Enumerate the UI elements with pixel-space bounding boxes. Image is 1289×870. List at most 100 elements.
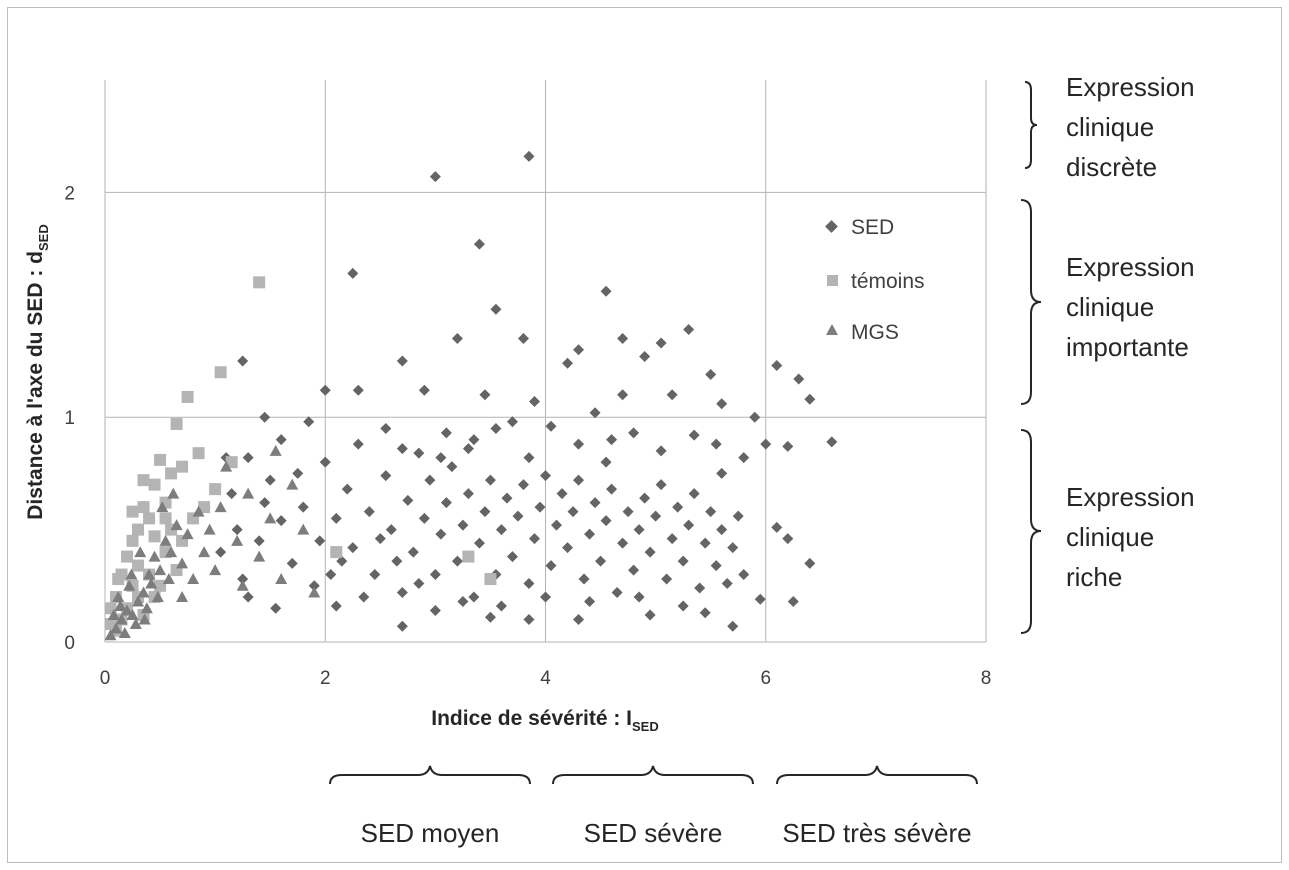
point-temoins [148,530,161,543]
point-sed [595,555,607,567]
point-sed [573,438,585,450]
annotation-importante-line-1: Expression [1066,252,1195,282]
point-sed [396,620,408,632]
point-sed [473,238,485,250]
point-sed [710,560,722,572]
point-mgs [203,523,216,535]
annotation-sed-severe: SED sévère [584,818,723,848]
point-mgs [242,487,255,499]
point-sed [705,506,717,518]
point-mgs [118,627,131,639]
legend-marker-mgs [826,324,838,335]
point-sed [237,573,249,585]
point-sed [424,474,436,486]
point-sed [429,569,441,581]
point-mgs [165,546,178,558]
point-mgs [198,546,211,558]
point-sed [694,582,706,594]
point-sed [490,422,502,434]
point-mgs [192,505,205,517]
point-sed [721,578,733,590]
brace-discrete [1024,81,1038,169]
point-mgs [275,573,288,585]
point-sed [683,519,695,531]
point-sed [727,542,739,554]
point-sed [573,614,585,626]
point-sed [462,488,474,500]
point-sed [435,452,447,464]
point-sed [226,488,238,500]
point-sed [655,479,667,491]
point-mgs [143,568,156,580]
point-sed [391,555,403,567]
annotation-importante-line-3: importante [1066,332,1189,362]
y-axis-title-main: Distance à l'axe du SED : d [24,251,47,520]
legend-marker-sed [825,220,838,233]
point-sed [413,578,425,590]
point-mgs [115,613,128,625]
point-sed [363,506,375,518]
point-sed [292,467,304,479]
point-sed [644,546,656,558]
point-temoins [253,276,266,289]
point-sed [275,515,287,527]
point-temoins [181,390,194,403]
point-sed [716,524,728,536]
point-sed [484,611,496,623]
y-axis-title-sub: SED [36,224,51,251]
point-mgs [126,609,139,621]
point-sed [402,494,414,506]
point-sed [556,488,568,500]
point-temoins [176,460,189,473]
point-mgs [134,546,147,558]
point-sed [523,452,535,464]
point-temoins [112,573,125,586]
point-sed [622,506,634,518]
point-mgs [170,519,183,531]
point-sed [286,557,298,569]
point-temoins [484,573,497,586]
point-sed [716,467,728,479]
point-mgs [308,586,321,598]
point-sed [738,569,750,581]
point-mgs [132,595,145,607]
point-mgs [121,604,134,616]
point-sed [628,427,640,439]
point-sed [297,501,309,513]
point-sed [661,573,673,585]
point-sed [655,337,667,349]
point-sed [528,533,540,545]
point-sed [396,355,408,367]
point-sed [644,609,656,621]
point-sed [672,501,684,513]
legend-marker-temoins [827,275,838,286]
point-temoins [225,456,238,469]
point-sed [347,542,359,554]
point-sed [319,456,331,468]
point-sed [628,564,640,576]
point-sed [330,512,342,524]
point-mgs [107,609,120,621]
point-sed [253,535,265,547]
point-temoins [462,550,475,563]
point-mgs [253,550,266,562]
point-temoins [209,483,222,496]
annotation-discrete-line-2: clinique [1066,112,1154,142]
point-sed [540,591,551,603]
point-sed [600,285,612,297]
point-sed [418,384,430,396]
point-sed [473,537,485,549]
annotation-discrete-line-3: discrète [1066,152,1157,182]
point-sed [259,497,271,509]
point-mgs [176,591,189,603]
point-sed [462,443,474,455]
point-sed [738,452,750,464]
point-sed [440,427,452,439]
point-sed [589,497,601,509]
point-sed [490,303,502,315]
point-sed [771,359,783,371]
point-sed [347,267,359,279]
point-sed [534,501,546,513]
point-mgs [156,501,169,513]
x-tick-label: 8 [981,668,992,689]
